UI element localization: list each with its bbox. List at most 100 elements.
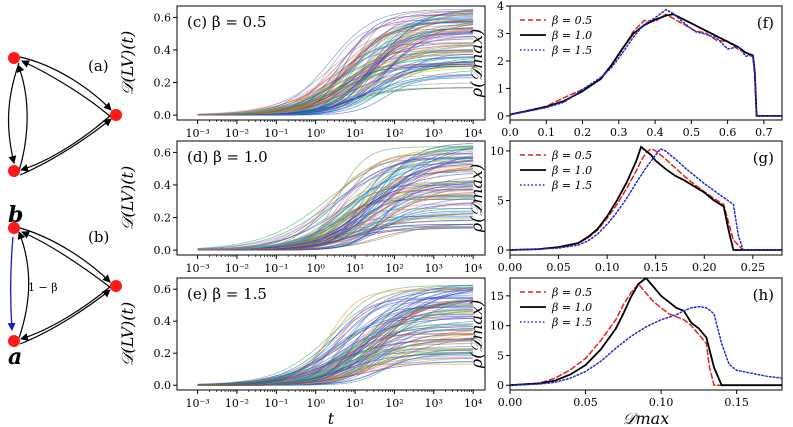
y-axis-label: ρ(𝒟max)	[467, 164, 486, 233]
y-tick-label: 0.4	[154, 315, 172, 328]
legend-entry: β = 1.0	[551, 29, 592, 42]
x-tick-label: 10⁴	[464, 262, 483, 275]
graph-a-edge	[20, 114, 112, 172]
trajectory-line	[197, 338, 474, 386]
panel-label: (f)	[757, 14, 774, 32]
plot-area	[197, 284, 474, 386]
plot-frame	[509, 277, 783, 391]
x-tick-label: 10⁻²	[225, 127, 249, 140]
trajectory-line	[197, 63, 474, 116]
x-tick-label: 10³	[425, 127, 443, 140]
x-tick-label: 0.2	[574, 126, 592, 139]
graph-b-edge	[19, 289, 111, 345]
plot-area	[510, 8, 782, 117]
x-axis-label: 𝒟max	[623, 409, 670, 427]
x-tick-label: 0.7	[755, 126, 773, 139]
graph-a-edge	[16, 64, 28, 172]
x-tick-label: 10¹	[346, 127, 364, 140]
trajectory-line	[197, 299, 474, 386]
legend-entry: β = 1.5	[551, 316, 592, 329]
graph-b: (b) b a 1 − β	[7, 202, 122, 370]
graph-a-label: (a)	[88, 57, 109, 75]
x-tick-label: 0.10	[595, 261, 620, 274]
y-tick-label: 0.4	[154, 44, 172, 57]
x-tick-label: 0.4	[646, 126, 664, 139]
x-tick-label: 10⁻¹	[264, 397, 288, 410]
plot-frame	[176, 5, 486, 121]
node-label-b: b	[8, 202, 23, 228]
legend-entry: β = 1.0	[551, 164, 592, 177]
x-tick-label: 10⁻²	[225, 262, 249, 275]
trajectory-line	[197, 156, 474, 250]
x-tick-label: 10⁻¹	[264, 262, 288, 275]
graph-a-edge	[21, 60, 112, 118]
series-line	[510, 305, 782, 386]
x-tick-label: 0.3	[610, 126, 628, 139]
x-tick-label: 0.10	[649, 396, 674, 409]
trajectory-line	[197, 52, 474, 115]
x-tick-label: 10⁻¹	[264, 127, 288, 140]
graph-a-node	[8, 165, 20, 177]
chart-panel: 10⁻³ 10⁻² 10⁻¹ 10⁰ 10¹ 10² 10³ 10⁴ 0.0 0.2 0.4 0.6 𝒟…	[118, 277, 486, 427]
plot-frame	[176, 140, 486, 256]
x-tick-label: 10⁴	[464, 127, 483, 140]
y-tick-label: 10	[490, 320, 504, 333]
series-line	[510, 147, 782, 251]
y-tick-label: 2	[497, 55, 504, 68]
graph-a-node	[8, 52, 20, 64]
y-tick-label: 0.2	[154, 212, 172, 225]
y-tick-label: 0.6	[154, 146, 172, 159]
x-tick-label: 0.15	[724, 396, 749, 409]
plot-area	[197, 143, 474, 251]
panel-label: (g)	[753, 149, 774, 167]
x-tick-label: 10⁻³	[185, 397, 209, 410]
graph-b-edge	[7, 236, 16, 331]
plot-area	[510, 145, 782, 251]
y-tick-label: 5	[497, 349, 504, 362]
x-axis-label: t	[328, 409, 335, 427]
trajectory-line	[197, 22, 474, 116]
legend-entry: β = 0.5	[551, 286, 592, 299]
graph-b-node	[8, 222, 20, 234]
y-tick-label: 0.6	[154, 283, 172, 296]
x-tick-label: 10⁴	[464, 397, 483, 410]
x-tick-label: 10³	[425, 397, 443, 410]
y-axis-label: ρ(𝒟max)	[467, 300, 486, 369]
graph-b-node	[110, 280, 122, 292]
y-axis-label: ρ(𝒟max)	[467, 29, 486, 98]
graph-a: (a)	[7, 52, 122, 177]
x-tick-label: 10⁻³	[185, 127, 209, 140]
edge-weight-label: 1 − β	[28, 281, 58, 294]
x-tick-label: 0.5	[683, 126, 701, 139]
x-tick-label: 0.0	[501, 126, 519, 139]
series-line	[510, 282, 782, 386]
series-line	[510, 148, 782, 251]
trajectory-line	[197, 148, 474, 249]
trajectory-line	[197, 155, 474, 251]
y-tick-label: 0.2	[154, 347, 172, 360]
trajectory-line	[197, 213, 474, 251]
trajectory-line	[197, 12, 474, 116]
x-tick-label: 0.20	[692, 261, 717, 274]
chart-panel: 0.00 0.05 0.10 0.15 0 5 10 15 ρ(𝒟max) 𝒟max (h) β = …	[467, 277, 783, 427]
plot-frame	[509, 140, 783, 256]
y-tick-label: 1	[497, 82, 504, 95]
graph-a-node	[110, 109, 122, 121]
x-tick-label: 10²	[385, 397, 403, 410]
chart-panel: 10⁻³ 10⁻² 10⁻¹ 10⁰ 10¹ 10² 10³ 10⁴ 0.0 0.2 0.4 0.6 𝒟…	[118, 5, 486, 140]
graph-a-edge	[19, 118, 112, 176]
legend-entry: β = 1.5	[551, 179, 592, 192]
x-tick-label: 10²	[385, 262, 403, 275]
x-tick-label: 0.1	[538, 126, 556, 139]
x-tick-label: 0.00	[498, 261, 523, 274]
trajectory-line	[197, 311, 474, 385]
trajectory-line	[197, 24, 474, 115]
y-tick-label: 0	[497, 244, 504, 257]
series-line	[510, 8, 782, 117]
y-axis-label: 𝒟(LV)(t)	[118, 166, 137, 230]
chart-panel: 10⁻³ 10⁻² 10⁻¹ 10⁰ 10¹ 10² 10³ 10⁴ 0.0 0.2 0.4 0.6 𝒟…	[118, 140, 486, 275]
x-tick-label: 10³	[425, 262, 443, 275]
graph-b-edge	[19, 227, 111, 283]
graph-b-edge	[21, 231, 112, 289]
